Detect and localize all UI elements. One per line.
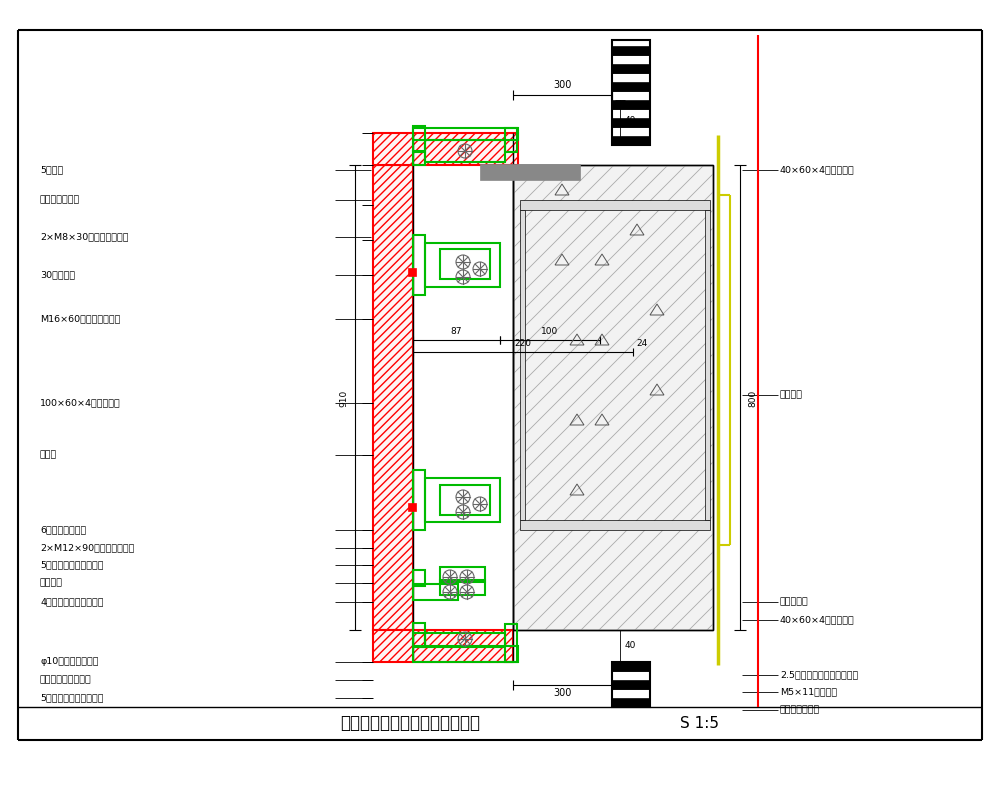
Text: 40×60×4镀锌钢方管: 40×60×4镀锌钢方管 — [780, 165, 855, 174]
Bar — [413, 584, 458, 600]
Text: S 1:5: S 1:5 — [680, 716, 719, 731]
Text: 100: 100 — [541, 327, 559, 336]
Bar — [440, 485, 490, 515]
Text: 800: 800 — [748, 390, 757, 406]
Bar — [612, 671, 650, 680]
Text: 2×M12×90不锈钢对穿螺栓: 2×M12×90不锈钢对穿螺栓 — [40, 544, 134, 553]
Text: 100×60×4镀锌钢方管: 100×60×4镀锌钢方管 — [40, 398, 121, 408]
Text: 5号先钢: 5号先钢 — [40, 165, 63, 174]
Text: 300: 300 — [553, 688, 571, 698]
Text: 2×M8×30不锈钢对穿螺栓: 2×M8×30不锈钢对穿螺栓 — [40, 232, 129, 242]
Bar — [373, 133, 518, 165]
Bar — [408, 503, 416, 511]
Bar — [612, 46, 650, 55]
Bar — [413, 151, 425, 165]
Text: 2.5厚氟碳铝板折制百叶边框: 2.5厚氟碳铝板折制百叶边框 — [780, 670, 858, 680]
Text: 4厘铝合金石材专用挂件: 4厘铝合金石材专用挂件 — [40, 598, 104, 607]
Bar — [513, 165, 713, 630]
Bar — [505, 624, 517, 662]
Text: 24: 24 — [636, 339, 647, 348]
Bar — [408, 268, 416, 276]
Text: 40: 40 — [625, 642, 636, 650]
Bar — [520, 520, 710, 530]
Text: 300: 300 — [553, 80, 571, 90]
Bar — [612, 73, 650, 82]
Bar — [612, 662, 650, 707]
Text: φ10聚乙烯发泡芯杆: φ10聚乙烯发泡芯杆 — [40, 657, 99, 666]
Bar — [612, 64, 650, 73]
Bar — [612, 91, 650, 100]
Bar — [440, 567, 485, 582]
Text: 40: 40 — [625, 115, 636, 125]
Text: M16×60不锈钢对穿螺栓: M16×60不锈钢对穿螺栓 — [40, 315, 120, 324]
Text: 石材专用密封填缝胶: 石材专用密封填缝胶 — [40, 676, 92, 684]
Bar — [425, 478, 500, 522]
Bar — [612, 40, 650, 145]
Bar — [413, 470, 425, 530]
Bar — [520, 210, 525, 520]
Bar — [373, 630, 513, 662]
Text: M5×11抽心铆钉: M5×11抽心铆钉 — [780, 688, 837, 696]
Bar — [480, 164, 580, 180]
Text: 氟碳涂铝百叶片: 氟碳涂铝百叶片 — [780, 705, 820, 715]
Bar — [505, 128, 517, 152]
Bar — [413, 570, 425, 586]
Text: 环氧树脂: 环氧树脂 — [40, 579, 63, 588]
Text: 220: 220 — [514, 339, 532, 348]
Text: 40×60×4镀锌钢方管: 40×60×4镀锌钢方管 — [780, 615, 855, 625]
Text: 石材包梁与百页窗连接竖剖节点: 石材包梁与百页窗连接竖剖节点 — [340, 714, 480, 732]
Bar — [413, 623, 425, 647]
Text: 87: 87 — [450, 327, 462, 336]
Bar — [440, 249, 490, 279]
Bar — [705, 210, 710, 520]
Bar — [612, 127, 650, 136]
Bar — [612, 689, 650, 698]
Text: 30厚花岗岩: 30厚花岗岩 — [40, 270, 75, 280]
Bar — [413, 633, 425, 647]
Text: 土建梁体: 土建梁体 — [780, 390, 803, 400]
Text: 6厘镀锌钢连接件: 6厘镀锌钢连接件 — [40, 525, 86, 534]
Bar — [425, 243, 500, 287]
Bar — [440, 580, 485, 595]
Bar — [425, 633, 505, 647]
Bar — [413, 128, 518, 140]
Bar — [425, 140, 505, 162]
Text: 石材专用窗封胶: 石材专用窗封胶 — [40, 196, 80, 204]
Text: 5厘铝合金石材专用挂件: 5厘铝合金石材专用挂件 — [40, 560, 104, 569]
Bar — [612, 662, 650, 671]
Bar — [612, 40, 650, 46]
Bar — [413, 235, 425, 295]
Bar — [612, 82, 650, 91]
Bar — [513, 165, 713, 630]
Bar — [612, 55, 650, 64]
Bar — [413, 646, 518, 662]
Text: 5厚石材专用铝合金挂件: 5厚石材专用铝合金挂件 — [40, 693, 104, 703]
Bar — [612, 680, 650, 689]
Bar — [520, 200, 710, 210]
Bar — [612, 136, 650, 145]
Bar — [612, 698, 650, 707]
Bar — [413, 126, 425, 152]
Bar — [373, 165, 413, 630]
Bar — [612, 100, 650, 109]
Bar — [513, 165, 713, 630]
Text: 910: 910 — [339, 390, 348, 406]
Bar — [612, 109, 650, 118]
Bar — [612, 118, 650, 127]
Text: 预埋件: 预埋件 — [40, 451, 57, 460]
Text: 内装修处理: 内装修处理 — [780, 598, 809, 607]
